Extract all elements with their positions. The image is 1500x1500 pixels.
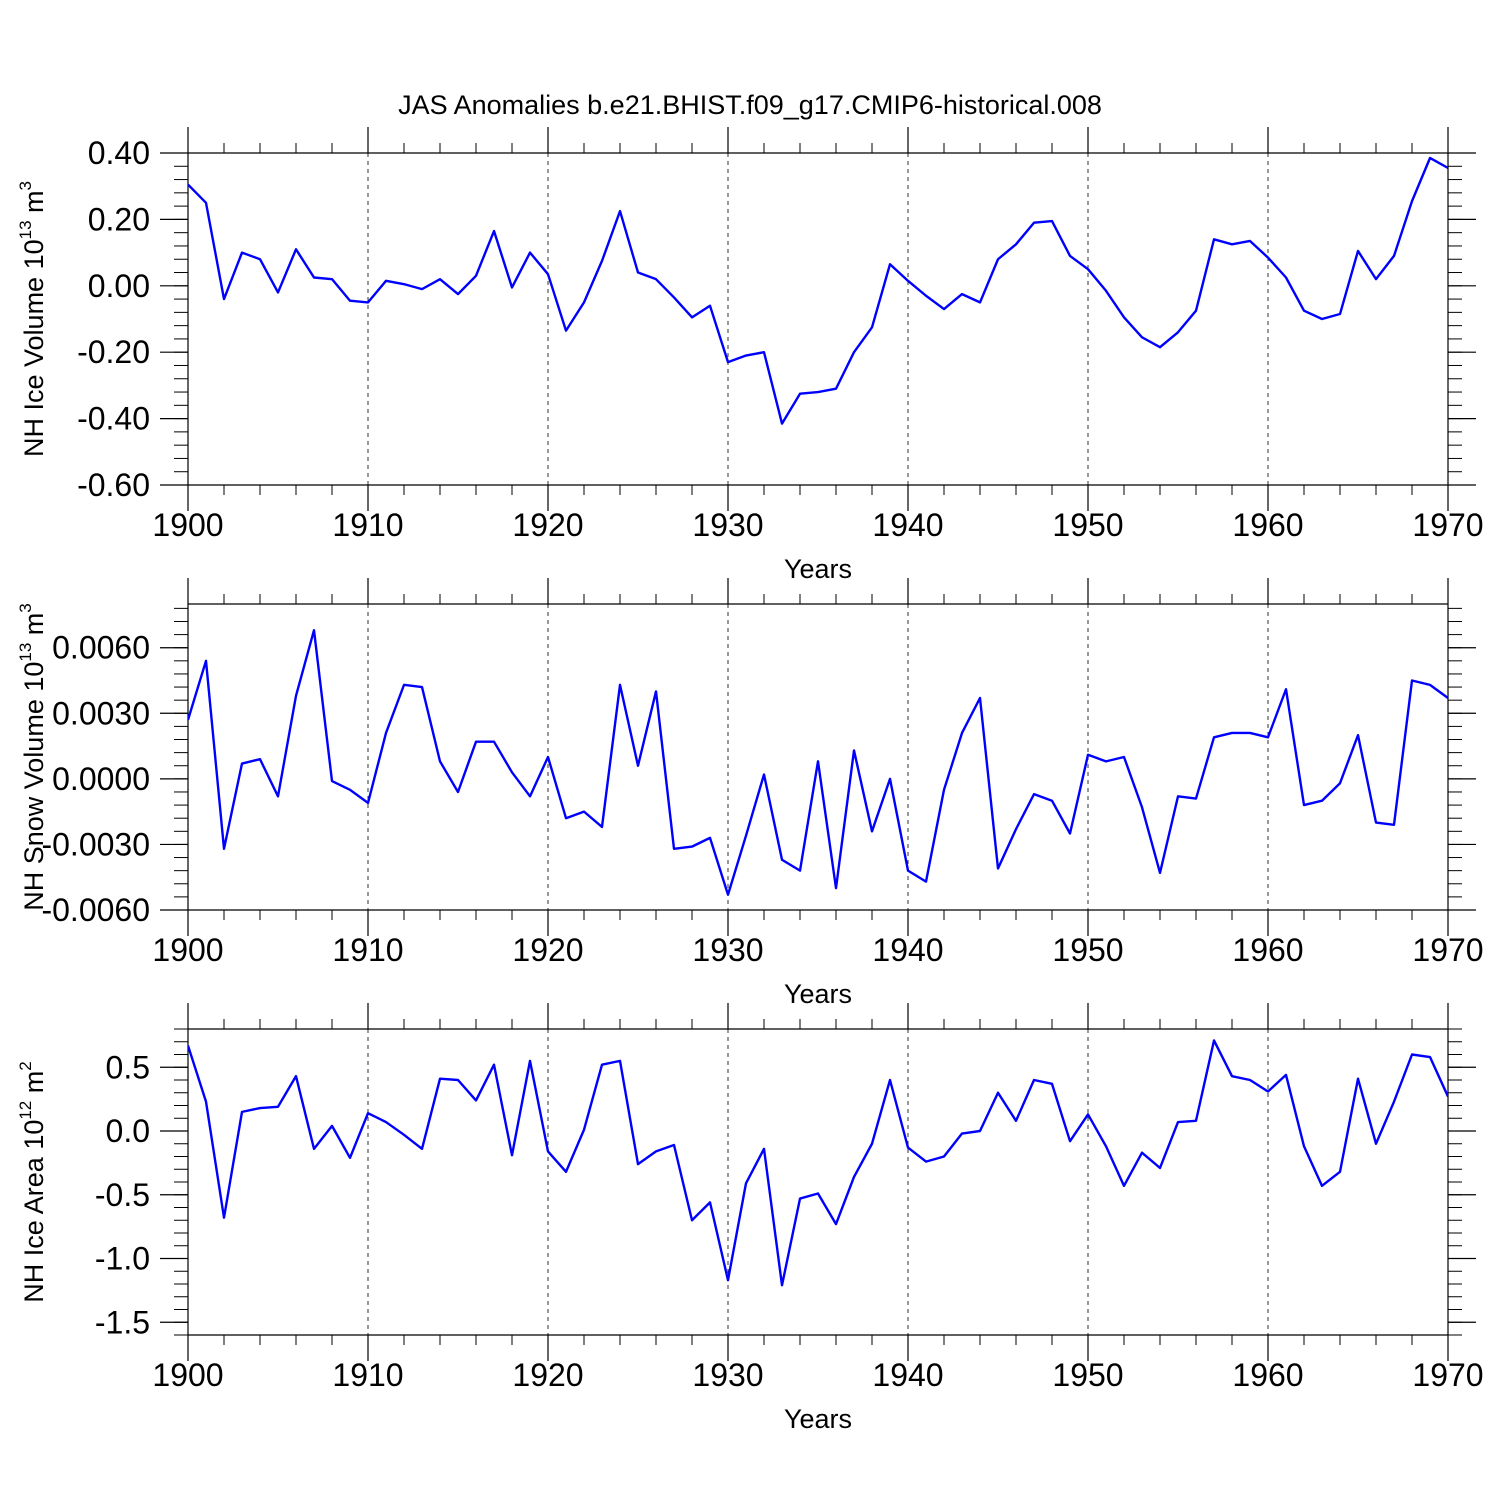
y-tick-label: 0.0 [106, 1113, 150, 1149]
y-label-main: NH Ice Area 10 [19, 1120, 49, 1303]
y-label-unit-exponent: 3 [16, 603, 35, 612]
y-tick-label: -0.0060 [41, 892, 150, 928]
x-tick-label: 1910 [332, 507, 403, 543]
x-tick-label: 1970 [1412, 1357, 1483, 1393]
x-tick-label: 1950 [1052, 1357, 1123, 1393]
y-tick-label: -0.5 [95, 1177, 150, 1213]
y-label-unit: m [19, 190, 49, 220]
y-tick-label: -0.20 [77, 334, 150, 370]
y-label-main: NH Ice Volume 10 [19, 239, 49, 457]
series-line-nh-ice-volume [188, 156, 1448, 425]
x-tick-label: 1900 [152, 1357, 223, 1393]
x-tick-label: 1940 [872, 507, 943, 543]
y-axis-label: NH Ice Volume 1013 m3 [16, 181, 49, 457]
x-tick-label: 1960 [1232, 1357, 1303, 1393]
y-label-exponent: 13 [16, 643, 35, 662]
y-tick-label: 0.40 [88, 135, 150, 171]
x-tick-label: 1940 [872, 1357, 943, 1393]
x-tick-label: 1920 [512, 932, 583, 968]
y-tick-label: 0.20 [88, 201, 150, 237]
y-label-unit-exponent: 3 [16, 181, 35, 190]
x-tick-label: 1930 [692, 1357, 763, 1393]
x-tick-label: 1920 [512, 1357, 583, 1393]
y-tick-label: -0.0030 [41, 826, 150, 862]
x-tick-label: 1960 [1232, 932, 1303, 968]
x-tick-label: 1930 [692, 507, 763, 543]
panel-ice-area: 1900 1910 1920 1930 1940 1950 1960 1970 Years -1.… [16, 1003, 1484, 1434]
y-label-exponent: 13 [16, 220, 35, 239]
y-tick-label: 0.0060 [52, 630, 150, 666]
y-label-main: NH Snow Volume 10 [19, 662, 49, 911]
x-tick-label: 1910 [332, 932, 403, 968]
panel-snow-volume: 1900 1910 1920 1930 1940 1950 1960 1970 Years -0.… [16, 578, 1484, 1009]
x-tick-label: 1950 [1052, 507, 1123, 543]
y-tick-label: -1.5 [95, 1304, 150, 1340]
x-tick-label: 1930 [692, 932, 763, 968]
y-tick-label: 0.5 [106, 1049, 150, 1085]
y-tick-label: -0.60 [77, 467, 150, 503]
y-axis-label: NH Snow Volume 1013 m3 [16, 603, 49, 911]
x-tick-label: 1920 [512, 507, 583, 543]
x-tick-label: 1900 [152, 932, 223, 968]
y-tick-label: 0.0030 [52, 695, 150, 731]
series-line-nh-snow-volume [188, 629, 1448, 896]
x-tick-label: 1970 [1412, 507, 1483, 543]
x-axis-label: Years [784, 1404, 852, 1434]
x-axis-label: Years [784, 979, 852, 1009]
x-tick-label: 1900 [152, 507, 223, 543]
y-label-exponent: 12 [16, 1101, 35, 1120]
x-tick-label: 1970 [1412, 932, 1483, 968]
figure-title: JAS Anomalies b.e21.BHIST.f09_g17.CMIP6-… [398, 90, 1102, 120]
x-tick-label: 1940 [872, 932, 943, 968]
y-tick-label: 0.00 [88, 268, 150, 304]
x-tick-label: 1960 [1232, 507, 1303, 543]
x-tick-label: 1910 [332, 1357, 403, 1393]
y-label-unit: m [19, 1071, 49, 1101]
series-line-nh-ice-area [188, 1039, 1448, 1287]
y-axis-label: NH Ice Area 1012 m2 [16, 1061, 49, 1302]
y-label-unit-exponent: 2 [16, 1061, 35, 1070]
y-tick-label: -0.40 [77, 401, 150, 437]
y-tick-label: 0.0000 [52, 761, 150, 797]
panel-ice-volume: 1900 1910 1920 1930 1940 1950 1960 1970 Years -0.… [16, 127, 1484, 584]
y-tick-label: -1.0 [95, 1241, 150, 1277]
x-tick-label: 1950 [1052, 932, 1123, 968]
x-axis-label: Years [784, 554, 852, 584]
y-label-unit: m [19, 613, 49, 643]
